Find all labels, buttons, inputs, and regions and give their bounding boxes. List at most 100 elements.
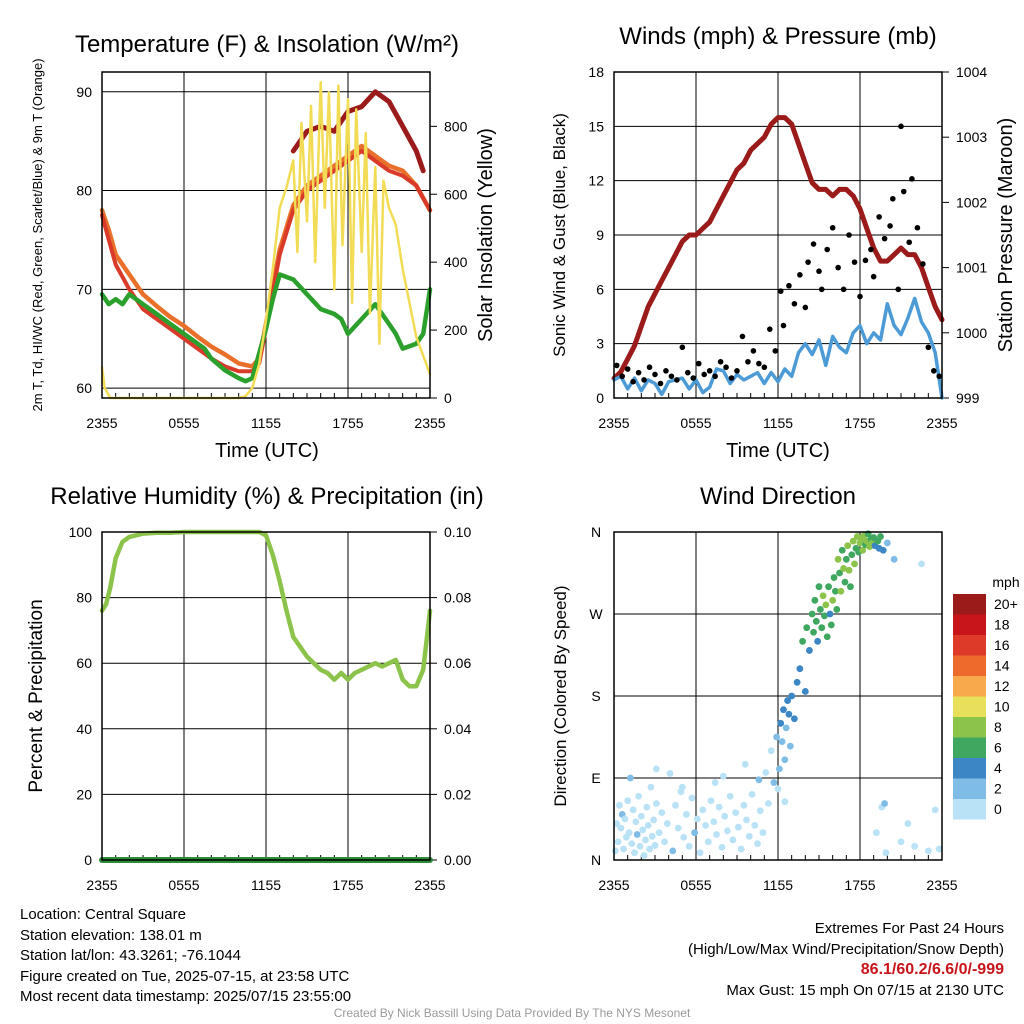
plot-frame bbox=[101, 531, 431, 861]
gust-point bbox=[810, 241, 817, 247]
y-right-tick-label: 600 bbox=[444, 186, 468, 202]
gust-point bbox=[890, 195, 896, 202]
direction-point bbox=[904, 820, 912, 827]
direction-point bbox=[729, 836, 737, 844]
gust-point bbox=[881, 235, 888, 242]
direction-point bbox=[786, 742, 794, 750]
direction-point bbox=[823, 633, 831, 641]
gust-point bbox=[870, 273, 877, 280]
legend-swatch bbox=[953, 614, 986, 635]
y-tick-label: 6 bbox=[596, 281, 604, 297]
y-tick-label: 9 bbox=[596, 227, 604, 243]
direction-point bbox=[883, 539, 891, 547]
legend-swatch bbox=[953, 758, 986, 779]
y-right-tick-label: 0.00 bbox=[444, 852, 471, 868]
legend-label: 8 bbox=[994, 719, 1002, 735]
direction-point bbox=[639, 826, 647, 834]
y-right-tick-label: 0.08 bbox=[444, 590, 471, 606]
direction-point bbox=[882, 849, 890, 857]
chart-title: Relative Humidity (%) & Precipitation (i… bbox=[50, 483, 483, 510]
direction-point bbox=[745, 832, 753, 840]
direction-point bbox=[814, 637, 822, 645]
y-right-tick-label: 1002 bbox=[956, 194, 987, 210]
gust-point bbox=[846, 232, 852, 238]
legend-label: 6 bbox=[994, 740, 1002, 756]
y-right-tick-label: 0.02 bbox=[444, 786, 471, 802]
direction-point bbox=[897, 838, 905, 846]
gust-point bbox=[635, 369, 642, 376]
legend-label: 16 bbox=[994, 637, 1010, 653]
legend-swatch bbox=[953, 696, 986, 717]
direction-point bbox=[628, 840, 636, 847]
gust-point bbox=[750, 348, 757, 354]
legend-swatch bbox=[953, 676, 986, 697]
y-tick-label: 0 bbox=[596, 390, 604, 406]
gust-point bbox=[739, 333, 746, 340]
direction-point bbox=[713, 831, 720, 838]
direction-point bbox=[782, 724, 790, 732]
direction-point bbox=[737, 845, 745, 853]
gust-point bbox=[777, 288, 784, 294]
speed-legend: mph 20+ 18 16 14 12 10 8 6 4 2 0 bbox=[953, 574, 1020, 820]
direction-point bbox=[829, 596, 837, 604]
direction-point bbox=[734, 823, 742, 831]
gust-point bbox=[657, 380, 664, 387]
gust-point bbox=[840, 286, 847, 293]
gust-point bbox=[862, 257, 869, 264]
direction-point bbox=[707, 797, 715, 805]
x-tick-label: 0555 bbox=[680, 877, 711, 893]
direction-point bbox=[646, 845, 653, 853]
direction-point bbox=[890, 555, 898, 563]
direction-point bbox=[759, 829, 767, 837]
gust-point bbox=[745, 358, 751, 365]
direction-point bbox=[696, 849, 704, 857]
y-tick-label: 80 bbox=[76, 183, 92, 199]
direction-point bbox=[879, 546, 887, 554]
direction-point bbox=[658, 809, 666, 817]
x-tick-label: 2355 bbox=[598, 877, 629, 893]
x-axis-label: Time (UTC) bbox=[726, 440, 830, 462]
series-line bbox=[290, 89, 426, 174]
direction-point bbox=[637, 812, 645, 820]
direction-point bbox=[611, 847, 619, 855]
direction-point bbox=[751, 821, 759, 829]
chart-title: Temperature (F) & Insolation (W/m²) bbox=[75, 31, 459, 58]
gust-point bbox=[685, 369, 691, 376]
gust-point bbox=[652, 371, 658, 378]
direction-point bbox=[918, 560, 925, 568]
direction-point bbox=[838, 546, 846, 554]
gust-point bbox=[920, 261, 926, 267]
elevation-text: Station elevation: 138.01 m bbox=[20, 926, 202, 944]
gust-point bbox=[824, 246, 830, 253]
direction-point bbox=[743, 816, 750, 824]
chart-title: Wind Direction bbox=[700, 483, 856, 510]
x-tick-label: 2355 bbox=[86, 415, 117, 431]
direction-point bbox=[819, 592, 827, 600]
gust-point bbox=[690, 375, 697, 381]
direction-point bbox=[822, 601, 830, 609]
direction-point bbox=[781, 798, 789, 806]
direction-point bbox=[849, 537, 857, 545]
direction-point bbox=[836, 569, 843, 577]
direction-point bbox=[661, 838, 668, 846]
direction-point bbox=[848, 551, 856, 559]
direction-point bbox=[680, 833, 688, 841]
direction-point bbox=[815, 583, 823, 591]
direction-point bbox=[636, 842, 644, 850]
wind-chart: 2355 0555 1155 1755 2355 0 3 6 9 12 15 18 999 1000 100… bbox=[550, 23, 1017, 462]
legend-label: 4 bbox=[994, 760, 1002, 776]
y-tick-label: 0 bbox=[84, 852, 92, 868]
y-right-tick-label: 999 bbox=[956, 390, 980, 406]
x-tick-label: 0555 bbox=[168, 877, 199, 893]
x-tick-label: 1755 bbox=[332, 877, 363, 893]
x-axis-label: Time (UTC) bbox=[215, 440, 319, 462]
legend-swatch bbox=[953, 594, 986, 615]
direction-point bbox=[655, 829, 663, 837]
direction-point bbox=[724, 827, 731, 835]
y-right-tick-label: 1001 bbox=[956, 260, 987, 276]
rh-chart: 2355 0555 1155 1755 2355 0 20 40 60 80 100 0.00 0.02… bbox=[26, 483, 484, 893]
direction-point bbox=[801, 688, 809, 695]
direction-point bbox=[616, 801, 623, 809]
gust-point bbox=[663, 368, 669, 374]
direction-point bbox=[877, 533, 884, 540]
